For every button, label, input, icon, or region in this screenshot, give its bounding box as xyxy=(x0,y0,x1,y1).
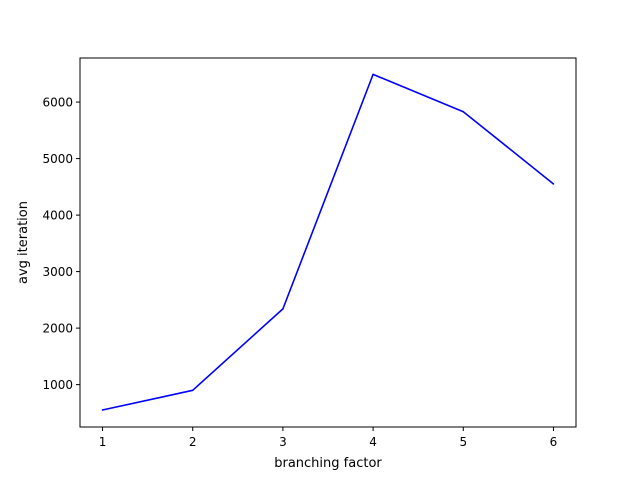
plot-frame xyxy=(79,57,577,428)
data-point xyxy=(552,183,555,185)
x-tick-label: 1 xyxy=(99,435,107,449)
x-tick-label: 4 xyxy=(369,435,377,449)
y-axis-label: avg iteration xyxy=(16,201,31,284)
y-tick-label: 1000 xyxy=(42,378,73,392)
y-tick-label: 4000 xyxy=(42,209,73,223)
data-point xyxy=(462,110,465,113)
y-tick-label: 3000 xyxy=(42,265,73,279)
x-tick-label: 6 xyxy=(550,435,558,449)
y-tick-label: 2000 xyxy=(42,322,73,336)
x-tick-label: 2 xyxy=(189,435,197,449)
x-tick-label: 5 xyxy=(459,435,467,449)
y-tick-label: 5000 xyxy=(42,152,73,166)
data-point xyxy=(282,308,284,310)
data-point xyxy=(191,389,194,392)
series-layer xyxy=(101,73,555,411)
data-point xyxy=(101,409,104,411)
data-point xyxy=(372,73,374,76)
x-tick-label: 3 xyxy=(279,435,287,449)
x-axis-label: branching factor xyxy=(274,456,382,471)
y-tick-label: 6000 xyxy=(42,96,73,110)
series-line xyxy=(102,73,555,411)
tick-layer: 1 2 3 4 5 6 1000 2000 3000 4000 5000 6000 xyxy=(42,96,557,449)
